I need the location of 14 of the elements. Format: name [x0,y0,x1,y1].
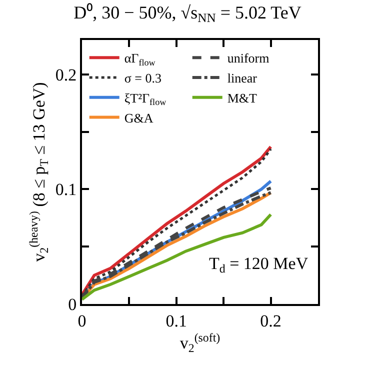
x-tick-label: 0.2 [260,311,282,330]
legend-label: σ = 0.3 [124,70,162,86]
chart-title: D⁰, 30 − 50%, √s$_{NN}$ = 5.02 TeV [74,2,302,26]
legend-label: αΓ$_{flow}$ [124,50,156,68]
y-tick-label: 0.1 [55,180,77,200]
x-tick-label: 0.1 [166,311,188,330]
legend-label: uniform [227,50,270,66]
legend-label: ξT²Γ$_{flow}$ [124,90,167,108]
legend-label: linear [227,70,258,86]
annotation: T$_{d}$ = 120 MeV [209,254,309,276]
legend-label: M&T [227,90,258,106]
legend-label: G&A [124,110,154,126]
y-tick-label: 0.2 [55,65,77,84]
y-tick-label: 0 [68,294,77,314]
